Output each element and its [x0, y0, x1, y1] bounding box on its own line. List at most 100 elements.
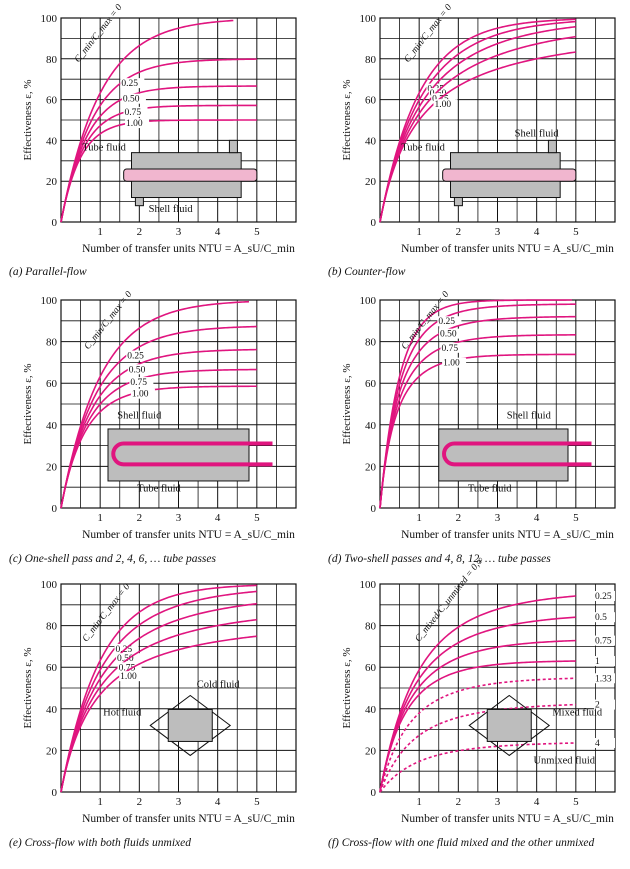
- nozzle: [547, 139, 557, 154]
- nozzle: [134, 197, 144, 207]
- series-line-c-4: [60, 385, 257, 509]
- x-tick-label: 5: [573, 796, 579, 808]
- x-axis-label: Number of transfer units NTU = A_sU/C_mi…: [82, 813, 295, 825]
- panel-caption: (d) Two-shell passes and 4, 8, 12, … tub…: [328, 553, 551, 565]
- panel-caption: (c) One-shell pass and 2, 4, 6, … tube p…: [9, 553, 217, 565]
- x-tick-label: 4: [215, 796, 221, 808]
- x-tick-label: 4: [534, 796, 540, 808]
- series-label-bg: [433, 99, 458, 110]
- nozzle: [228, 139, 238, 154]
- series-label: 0.50: [129, 365, 146, 375]
- chart-panel-e: 0 20 40 60 80 100 1 2 3 4 5 Number of transfer unit…: [9, 579, 297, 849]
- diagram-label: Tube fluid: [468, 483, 512, 494]
- series-line-d-2: [379, 315, 576, 509]
- x-tick-label: 3: [176, 512, 182, 524]
- series-line-e-0: [60, 584, 257, 793]
- x-tick-label: 1: [97, 512, 103, 524]
- grid-e: [61, 584, 296, 792]
- series-label-bg: [594, 635, 615, 646]
- series-label-bg: [594, 673, 615, 684]
- y-axis-label: Effectiveness ε, %: [22, 647, 34, 728]
- y-axis-label: Effectiveness ε, %: [341, 79, 353, 160]
- y-tick-label: 60: [46, 662, 58, 674]
- x-axis-label: Number of transfer units NTU = A_sU/C_mi…: [82, 243, 295, 255]
- series-label: 1: [595, 657, 600, 667]
- schematic-e: Cold fluid Hot fluid: [103, 679, 240, 757]
- shell-body: [438, 428, 569, 482]
- series-line-c-1: [60, 325, 257, 509]
- tube: [442, 168, 577, 182]
- x-tick-label: 3: [495, 796, 501, 808]
- plot-frame: [60, 17, 297, 223]
- y-tick-label: 100: [41, 579, 58, 591]
- tube: [123, 168, 258, 182]
- series-label-bg: [594, 699, 615, 710]
- y-axis-label: Effectiveness ε, %: [341, 647, 353, 728]
- panel-caption: (a) Parallel-flow: [9, 266, 87, 278]
- series-line-f-6: [379, 660, 576, 793]
- x-tick-label: 1: [97, 226, 103, 238]
- y-tick-label: 0: [52, 217, 58, 229]
- series-label: 1.33: [595, 674, 612, 684]
- grid-f: [380, 584, 615, 792]
- x-tick-label: 5: [573, 512, 579, 524]
- x-tick-label: 3: [495, 512, 501, 524]
- diagram-label: Hot fluid: [103, 707, 142, 718]
- y-tick-label: 40: [365, 420, 377, 432]
- series-label: 0.50: [123, 95, 140, 105]
- y-tick-label: 60: [365, 95, 377, 107]
- x-axis-label: Number of transfer units NTU = A_sU/C_mi…: [401, 529, 614, 541]
- series-line-a-4: [60, 119, 257, 223]
- y-tick-label: 80: [365, 54, 377, 66]
- series-label: 4: [595, 739, 600, 749]
- y-tick-label: 0: [52, 503, 58, 515]
- schematic-b: Tube fluid Shell fluid: [401, 128, 577, 207]
- x-tick-label: 2: [456, 226, 462, 238]
- diagram-label: Tube fluid: [82, 143, 126, 154]
- series-line-e-3: [60, 618, 257, 793]
- chart-panel-a: 0 20 40 60 80 100 1 2 3 4 5 Number of transfer unit…: [9, 3, 297, 278]
- series-line-d-3: [379, 334, 576, 509]
- series-line-b-1: [379, 20, 576, 223]
- shell-body: [107, 428, 250, 482]
- y-tick-label: 80: [46, 54, 58, 66]
- series-label: 0.5: [595, 613, 607, 623]
- y-tick-label: 80: [365, 621, 377, 633]
- y-tick-label: 80: [46, 621, 58, 633]
- series-label: 0.75: [119, 663, 136, 673]
- y-tick-label: 20: [46, 461, 58, 473]
- diagram-label: Tube fluid: [137, 483, 181, 494]
- y-tick-label: 20: [46, 176, 58, 188]
- series-label-bg: [120, 78, 145, 89]
- series-label: 2: [595, 701, 600, 711]
- series-label: 1.00: [434, 100, 451, 110]
- series-line-a-2: [60, 85, 257, 223]
- x-tick-label: 2: [137, 796, 143, 808]
- series-label-bg: [125, 118, 150, 129]
- core-outline: [468, 694, 551, 757]
- y-tick-label: 60: [46, 95, 58, 107]
- diagram-label: Shell fluid: [149, 204, 194, 215]
- x-tick-label: 5: [254, 226, 260, 238]
- series-label: 0.75: [595, 637, 612, 647]
- series-line-b-3: [379, 35, 576, 223]
- diagram-label: Shell fluid: [507, 411, 552, 422]
- series-label-bg: [594, 656, 615, 667]
- series-label: 0.75: [124, 108, 141, 118]
- y-tick-label: 40: [46, 135, 58, 147]
- series-label-bg: [437, 316, 462, 327]
- series-line-d-0: [379, 299, 572, 509]
- y-tick-label: 40: [365, 135, 377, 147]
- panel-caption: (b) Counter-flow: [328, 266, 406, 278]
- series-line-e-2: [60, 602, 257, 793]
- schematic-d: Shell fluid Tube fluid: [438, 411, 592, 494]
- schematic-f: Mixed fluid Unmixed fluid: [468, 694, 603, 766]
- series-line-b-2: [379, 25, 576, 223]
- series-label-bg: [123, 106, 148, 117]
- x-tick-label: 1: [416, 226, 422, 238]
- core: [167, 708, 213, 742]
- series-label-bg: [126, 350, 151, 361]
- series-line-c-2: [60, 348, 257, 509]
- y-tick-label: 0: [371, 787, 377, 799]
- y-tick-label: 20: [365, 745, 377, 757]
